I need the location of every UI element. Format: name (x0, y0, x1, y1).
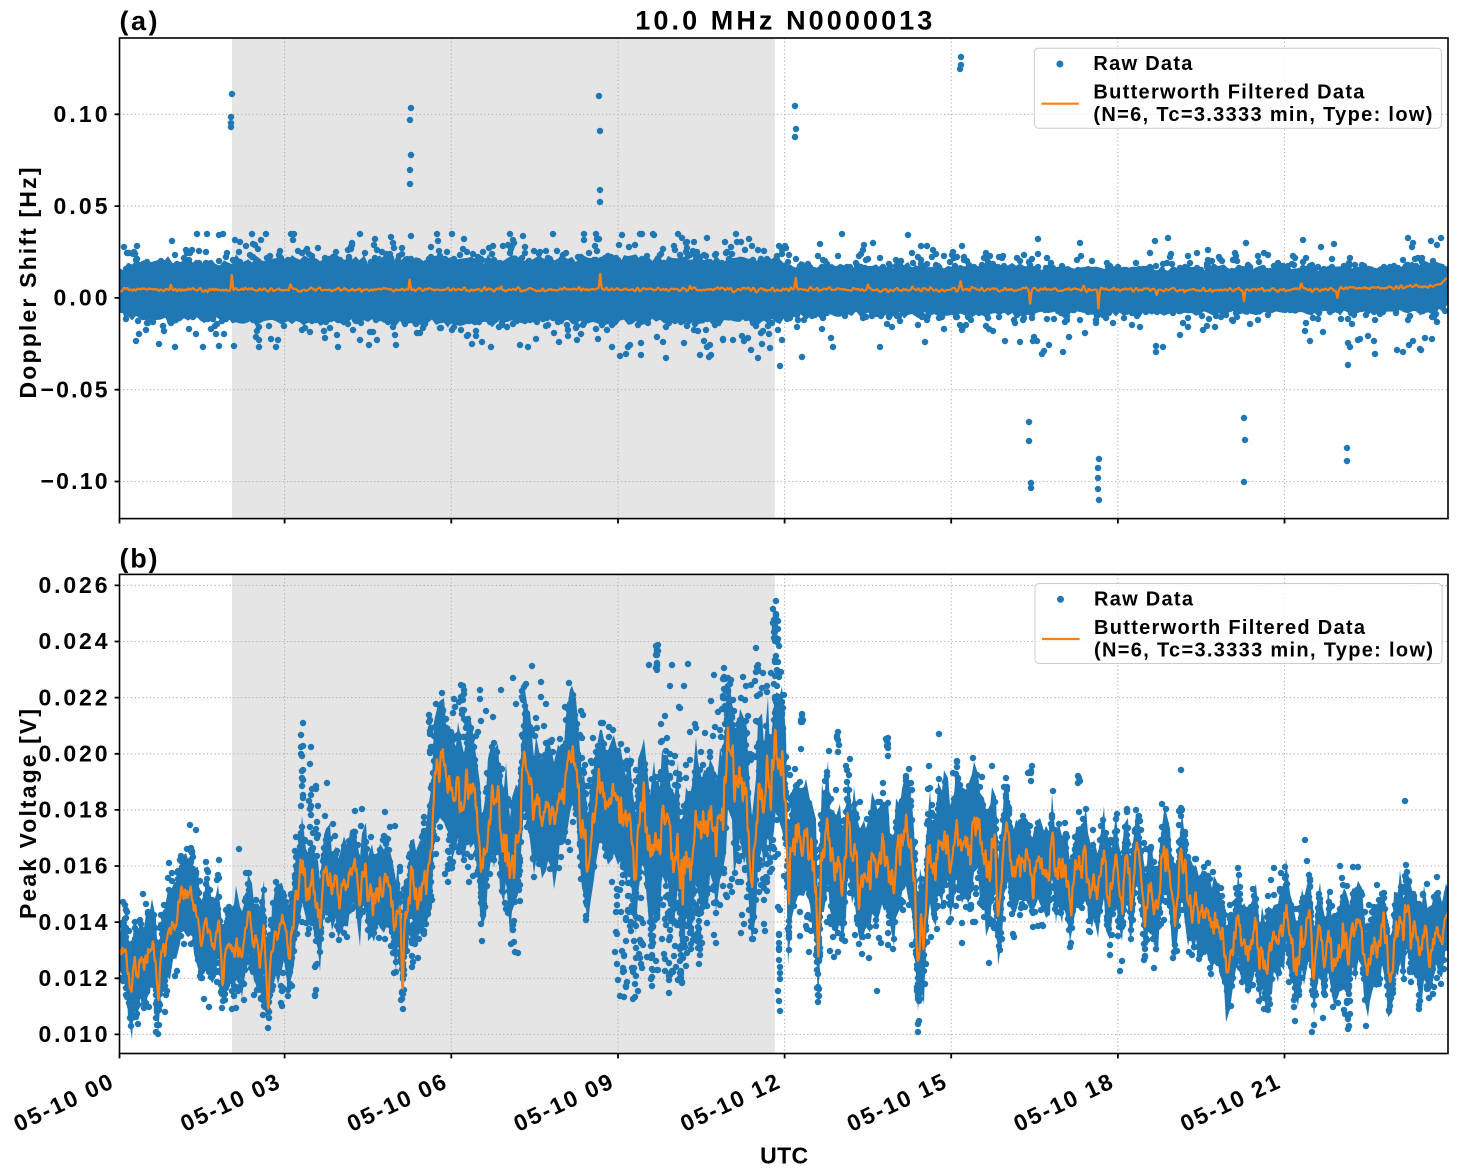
svg-text:0.014: 0.014 (39, 909, 108, 935)
svg-text:(a): (a) (120, 6, 158, 36)
svg-text:0.016: 0.016 (39, 853, 108, 879)
svg-text:0.05: 0.05 (54, 193, 108, 219)
svg-text:Doppler Shift [Hz]: Doppler Shift [Hz] (15, 168, 41, 399)
svg-text:(N=6, Tc=3.3333 min, Type: low: (N=6, Tc=3.3333 min, Type: low) (1093, 104, 1432, 126)
svg-text:Raw Data: Raw Data (1094, 588, 1194, 610)
svg-text:0.00: 0.00 (54, 285, 108, 311)
svg-text:Butterworth Filtered Data: Butterworth Filtered Data (1093, 82, 1365, 104)
svg-text:(b): (b) (120, 544, 158, 574)
svg-text:0.020: 0.020 (39, 740, 108, 766)
svg-text:(N=6, Tc=3.3333 min, Type: low: (N=6, Tc=3.3333 min, Type: low) (1094, 639, 1433, 661)
svg-text:Peak Voltage [V]: Peak Voltage [V] (15, 709, 41, 919)
svg-text:UTC: UTC (760, 1143, 808, 1169)
svg-text:0.018: 0.018 (39, 797, 108, 823)
svg-text:−0.10: −0.10 (41, 468, 108, 494)
svg-text:0.010: 0.010 (39, 1021, 108, 1047)
svg-text:−0.05: −0.05 (41, 376, 108, 402)
svg-text:0.012: 0.012 (39, 965, 108, 991)
svg-text:0.026: 0.026 (39, 572, 108, 598)
svg-text:Raw Data: Raw Data (1093, 53, 1193, 75)
svg-text:Butterworth Filtered Data: Butterworth Filtered Data (1094, 617, 1366, 639)
svg-text:0.024: 0.024 (39, 628, 108, 654)
svg-text:0.022: 0.022 (39, 684, 108, 710)
svg-text:0.10: 0.10 (54, 101, 108, 127)
